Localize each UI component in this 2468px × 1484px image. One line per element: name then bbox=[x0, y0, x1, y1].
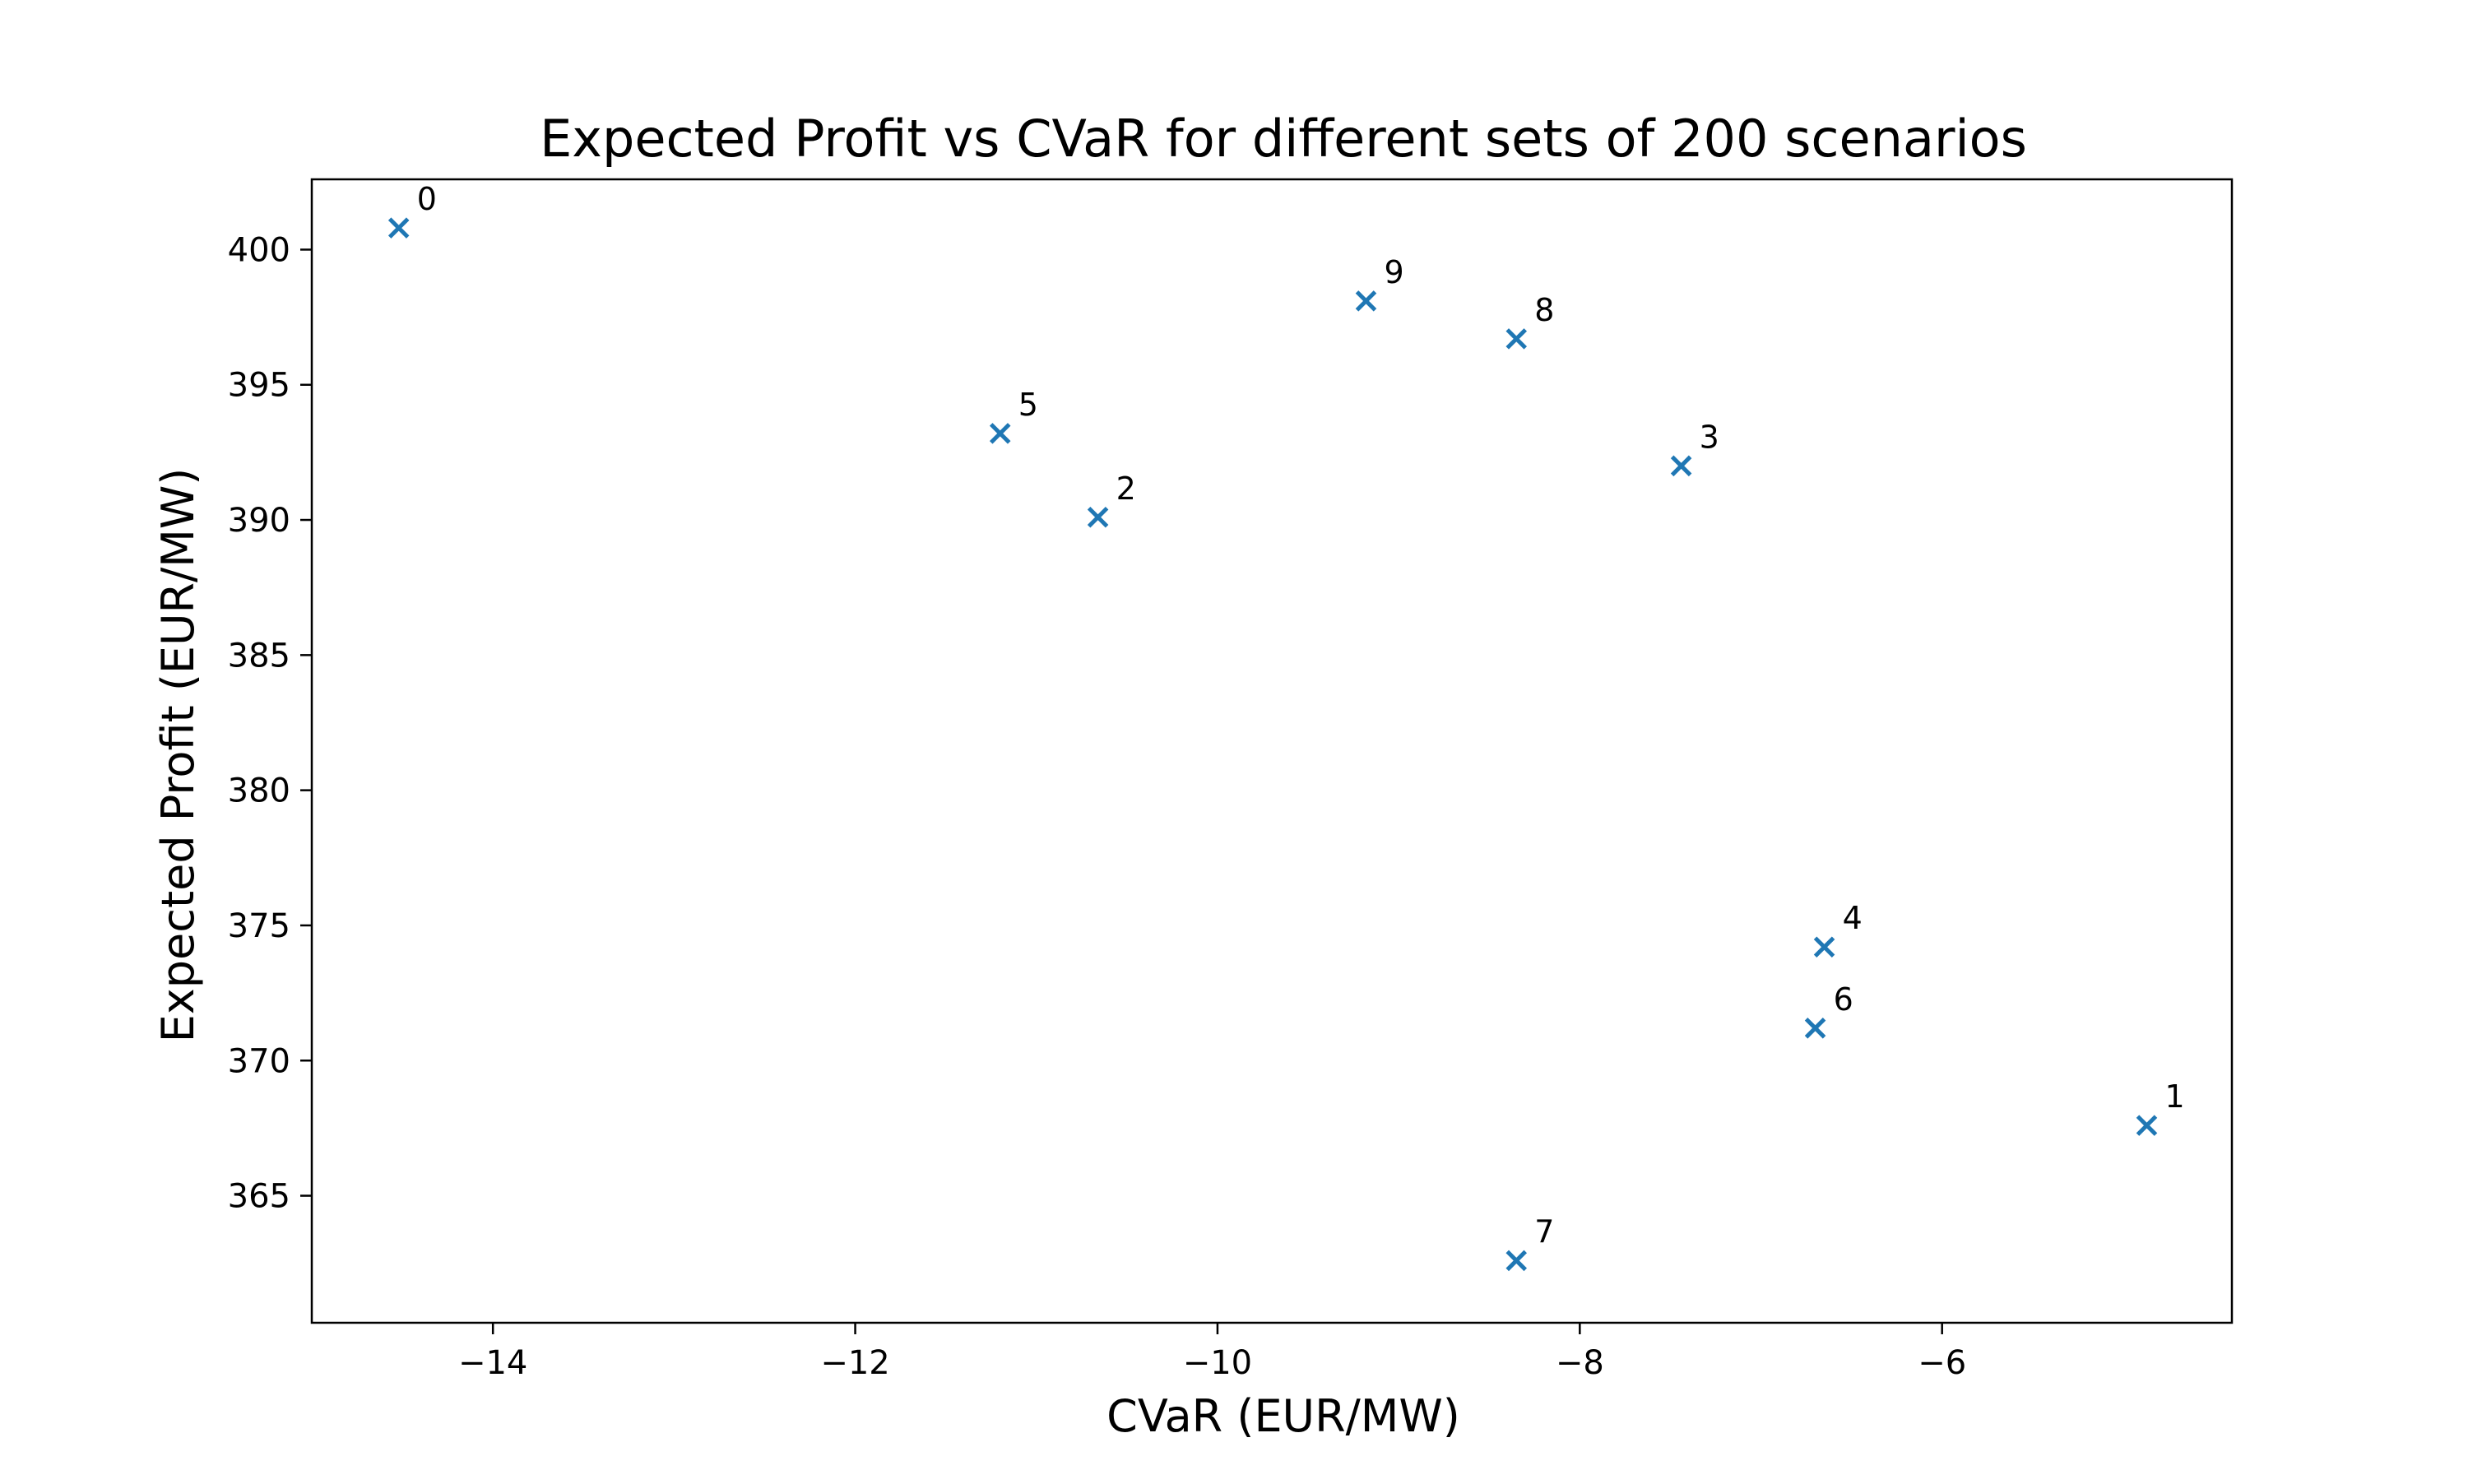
data-point-9: 9 bbox=[1355, 254, 1404, 312]
data-point-8: 8 bbox=[1505, 292, 1554, 350]
y-tick-label: 390 bbox=[228, 502, 290, 540]
point-label: 7 bbox=[1534, 1213, 1554, 1250]
x-marker bbox=[1804, 1018, 1826, 1039]
x-axis-label: CVaR (EUR/MW) bbox=[1106, 1390, 1460, 1442]
data-point-4: 4 bbox=[1813, 900, 1863, 958]
chart-title: Expected Profit vs CVaR for different se… bbox=[540, 109, 2027, 169]
y-tick-label: 385 bbox=[228, 637, 290, 675]
point-label: 6 bbox=[1834, 981, 1853, 1018]
data-point-2: 2 bbox=[1087, 471, 1136, 528]
data-point-7: 7 bbox=[1505, 1213, 1554, 1272]
x-marker bbox=[989, 423, 1011, 444]
y-tick-label: 365 bbox=[228, 1178, 290, 1216]
point-label: 3 bbox=[1700, 419, 1719, 455]
data-point-0: 0 bbox=[387, 181, 437, 239]
x-tick-label: −6 bbox=[1918, 1344, 1966, 1382]
point-label: 5 bbox=[1018, 387, 1038, 423]
data-point-6: 6 bbox=[1804, 981, 1853, 1039]
point-label: 2 bbox=[1116, 471, 1136, 507]
x-marker bbox=[1505, 1250, 1528, 1272]
y-tick-label: 395 bbox=[228, 367, 290, 405]
x-marker bbox=[1355, 290, 1377, 312]
point-label: 8 bbox=[1534, 292, 1554, 328]
data-point-1: 1 bbox=[2136, 1078, 2185, 1136]
y-axis-label: Expected Profit (EUR/MW) bbox=[152, 468, 204, 1043]
point-label: 0 bbox=[417, 181, 437, 217]
y-tick-label: 375 bbox=[228, 907, 290, 945]
point-label: 1 bbox=[2165, 1078, 2185, 1115]
point-label: 4 bbox=[1843, 900, 1863, 936]
data-points: 0 1 2 3 4 5 6 7 8 9 bbox=[387, 181, 2185, 1272]
point-label: 9 bbox=[1384, 254, 1403, 290]
y-tick-label: 380 bbox=[228, 772, 290, 810]
x-marker bbox=[1087, 506, 1109, 528]
x-marker bbox=[387, 217, 410, 239]
x-marker bbox=[2136, 1115, 2158, 1136]
x-marker bbox=[1670, 455, 1692, 477]
x-tick-label: −10 bbox=[1183, 1344, 1252, 1382]
x-marker bbox=[1505, 328, 1528, 350]
data-point-5: 5 bbox=[989, 387, 1038, 444]
x-tick-label: −14 bbox=[458, 1344, 527, 1382]
plot-area-frame bbox=[310, 178, 2234, 1324]
x-marker bbox=[1813, 936, 1835, 958]
data-point-3: 3 bbox=[1670, 419, 1719, 477]
x-tick-label: −8 bbox=[1556, 1344, 1604, 1382]
x-tick-label: −12 bbox=[820, 1344, 889, 1382]
y-tick-label: 400 bbox=[228, 231, 290, 269]
y-tick-label: 370 bbox=[228, 1042, 290, 1080]
